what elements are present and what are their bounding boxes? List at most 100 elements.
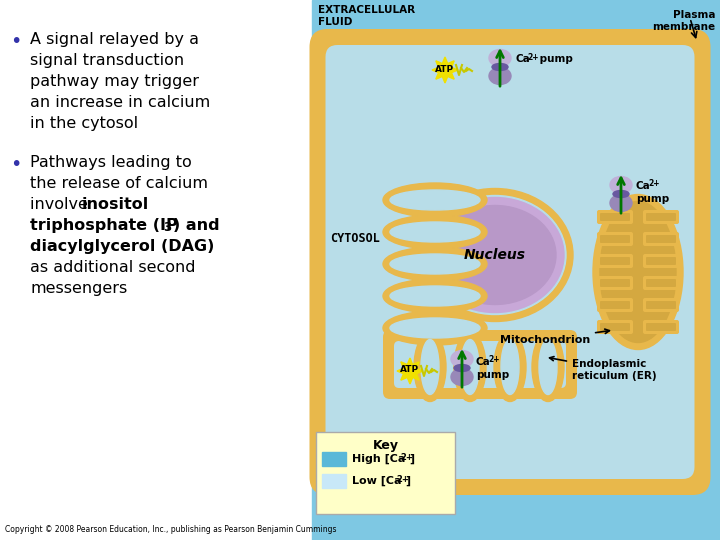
FancyBboxPatch shape	[600, 323, 630, 331]
Ellipse shape	[501, 340, 519, 395]
Text: pump: pump	[476, 370, 509, 380]
Text: pump: pump	[636, 194, 670, 204]
Text: ]: ]	[405, 476, 410, 486]
Ellipse shape	[494, 333, 526, 402]
Text: inositol: inositol	[82, 197, 149, 212]
Ellipse shape	[454, 333, 486, 402]
Bar	[322, 474, 346, 488]
FancyBboxPatch shape	[325, 45, 695, 479]
FancyBboxPatch shape	[597, 232, 633, 246]
Text: involve: involve	[30, 197, 93, 212]
Ellipse shape	[451, 368, 473, 386]
FancyBboxPatch shape	[597, 298, 633, 312]
Polygon shape	[397, 358, 423, 384]
Text: 2+: 2+	[648, 179, 660, 188]
Text: High [Ca: High [Ca	[352, 454, 405, 464]
Ellipse shape	[383, 215, 487, 249]
Ellipse shape	[383, 279, 487, 313]
FancyBboxPatch shape	[597, 254, 633, 268]
Text: 2+: 2+	[396, 475, 409, 483]
Text: Ca: Ca	[636, 181, 651, 191]
Ellipse shape	[383, 311, 487, 345]
Ellipse shape	[613, 191, 629, 198]
Text: the release of calcium: the release of calcium	[30, 176, 208, 191]
Text: diacylglycerol (DAG): diacylglycerol (DAG)	[30, 239, 215, 254]
Text: 2+: 2+	[527, 52, 539, 62]
Ellipse shape	[610, 194, 632, 212]
FancyBboxPatch shape	[643, 276, 679, 290]
Text: Ca: Ca	[515, 54, 530, 64]
Ellipse shape	[489, 50, 511, 66]
Text: Copyright © 2008 Pearson Education, Inc., publishing as Pearson Benjamin Cumming: Copyright © 2008 Pearson Education, Inc.…	[5, 525, 336, 534]
Text: signal transduction: signal transduction	[30, 53, 184, 68]
Text: ]: ]	[409, 454, 414, 464]
Ellipse shape	[600, 201, 676, 342]
Ellipse shape	[417, 188, 573, 321]
Text: 3: 3	[163, 221, 171, 234]
Text: in the cytosol: in the cytosol	[30, 116, 138, 131]
Text: Key: Key	[372, 439, 398, 452]
Text: triphosphate (IP: triphosphate (IP	[30, 218, 178, 233]
FancyBboxPatch shape	[600, 257, 630, 265]
FancyBboxPatch shape	[310, 29, 711, 495]
FancyBboxPatch shape	[600, 279, 630, 287]
FancyBboxPatch shape	[597, 210, 633, 224]
Ellipse shape	[383, 247, 487, 281]
Text: ATP: ATP	[400, 366, 420, 375]
Ellipse shape	[424, 195, 566, 314]
Ellipse shape	[489, 68, 511, 84]
Ellipse shape	[532, 333, 564, 402]
Ellipse shape	[390, 222, 480, 242]
Text: ATP: ATP	[436, 64, 454, 73]
FancyBboxPatch shape	[597, 320, 633, 334]
Text: CYTOSOL: CYTOSOL	[330, 232, 380, 245]
FancyBboxPatch shape	[643, 232, 679, 246]
Bar	[312, 0, 720, 540]
Text: Plasma
membrane: Plasma membrane	[652, 10, 715, 32]
Ellipse shape	[434, 206, 556, 305]
Text: A signal relayed by a: A signal relayed by a	[30, 32, 199, 47]
Bar	[0, 0, 312, 540]
Text: pump: pump	[536, 54, 573, 64]
Ellipse shape	[610, 177, 632, 193]
FancyBboxPatch shape	[600, 301, 630, 309]
Text: ) and: ) and	[173, 218, 220, 233]
Ellipse shape	[383, 183, 487, 217]
FancyBboxPatch shape	[643, 320, 679, 334]
FancyBboxPatch shape	[646, 279, 676, 287]
Ellipse shape	[539, 340, 557, 395]
FancyBboxPatch shape	[600, 213, 630, 221]
Text: Ca: Ca	[476, 357, 491, 367]
FancyBboxPatch shape	[316, 432, 455, 514]
FancyBboxPatch shape	[643, 298, 679, 312]
FancyBboxPatch shape	[646, 235, 676, 243]
Ellipse shape	[461, 340, 479, 395]
Text: Low [Ca: Low [Ca	[352, 476, 402, 486]
Bar	[322, 452, 346, 466]
FancyBboxPatch shape	[646, 257, 676, 265]
FancyBboxPatch shape	[646, 213, 676, 221]
Ellipse shape	[390, 286, 480, 306]
Text: •: •	[10, 155, 22, 174]
Text: 2+: 2+	[400, 453, 413, 462]
Polygon shape	[432, 57, 458, 83]
FancyBboxPatch shape	[597, 276, 633, 290]
FancyBboxPatch shape	[383, 330, 577, 399]
Ellipse shape	[451, 350, 473, 368]
Ellipse shape	[492, 64, 508, 71]
Text: Mitochondrion: Mitochondrion	[500, 329, 609, 345]
Text: EXTRACELLULAR
FLUID: EXTRACELLULAR FLUID	[318, 5, 415, 26]
Text: an increase in calcium: an increase in calcium	[30, 95, 210, 110]
Ellipse shape	[593, 194, 683, 349]
Text: Nucleus: Nucleus	[464, 248, 526, 262]
Ellipse shape	[390, 318, 480, 338]
FancyBboxPatch shape	[643, 210, 679, 224]
Text: 2+: 2+	[488, 355, 500, 364]
FancyBboxPatch shape	[646, 301, 676, 309]
FancyBboxPatch shape	[394, 341, 566, 388]
Text: Pathways leading to: Pathways leading to	[30, 155, 192, 170]
Text: •: •	[10, 32, 22, 51]
FancyBboxPatch shape	[643, 254, 679, 268]
Ellipse shape	[390, 190, 480, 210]
Ellipse shape	[426, 198, 564, 313]
